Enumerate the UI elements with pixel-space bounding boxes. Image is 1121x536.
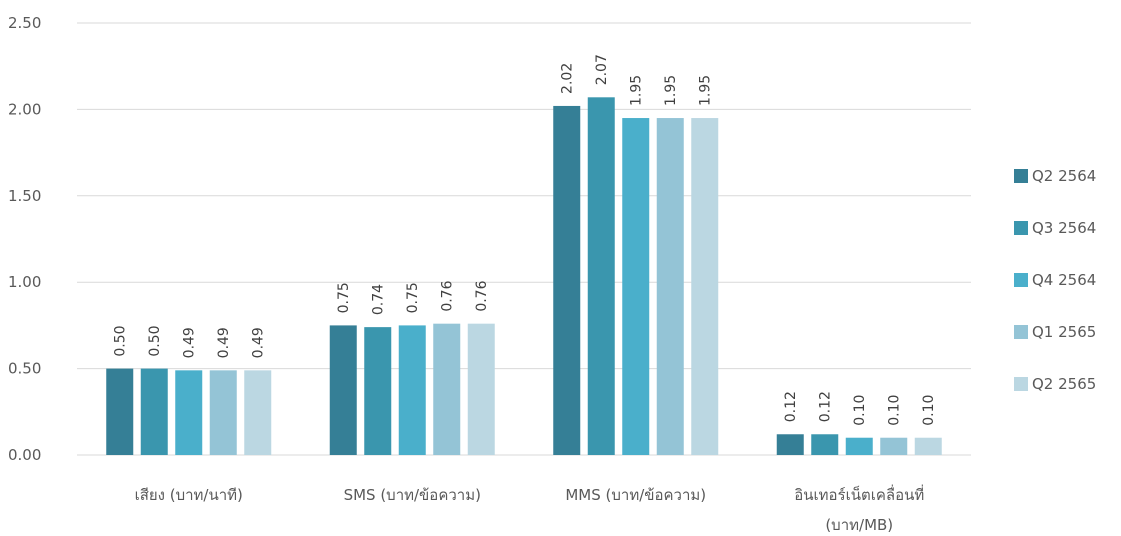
legend-item: Q2 2565 xyxy=(1014,373,1096,395)
bar xyxy=(209,370,237,455)
x-category-label: อินเทอร์เน็ตเคลื่อนที่ xyxy=(794,484,924,504)
legend-label: Q2 2565 xyxy=(1032,375,1097,393)
bar xyxy=(175,370,203,455)
legend-item: Q2 2564 xyxy=(1014,165,1096,187)
y-tick-label: 0.00 xyxy=(8,446,41,464)
bar xyxy=(880,437,908,455)
legend-label: Q2 2564 xyxy=(1032,167,1097,185)
data-label: 0.50 xyxy=(147,325,163,356)
data-label: 0.10 xyxy=(887,395,903,426)
bar xyxy=(329,325,357,455)
bar xyxy=(776,434,804,455)
data-label: 1.95 xyxy=(663,75,679,106)
data-label: 0.50 xyxy=(113,325,129,356)
data-label: 1.95 xyxy=(629,75,645,106)
bar xyxy=(244,370,272,455)
data-label: 0.49 xyxy=(216,327,232,358)
data-label: 0.49 xyxy=(251,327,267,358)
data-label: 0.75 xyxy=(336,282,352,313)
x-category-label: เสียง (บาท/นาที) xyxy=(135,486,243,504)
legend-label: Q3 2564 xyxy=(1032,219,1097,237)
y-tick-label: 1.00 xyxy=(8,273,41,291)
y-tick-label: 1.50 xyxy=(8,187,41,205)
bar xyxy=(140,368,168,455)
bar xyxy=(691,118,719,455)
data-label: 2.02 xyxy=(560,63,576,94)
data-label: 0.10 xyxy=(921,395,937,426)
legend-swatch xyxy=(1014,377,1028,391)
x-category-label: (บาท/MB) xyxy=(825,516,893,534)
bar xyxy=(364,327,392,455)
legend-swatch xyxy=(1014,169,1028,183)
data-label: 0.12 xyxy=(783,391,799,422)
data-label: 0.74 xyxy=(371,284,387,315)
bar xyxy=(106,368,134,455)
x-category-label: MMS (บาท/ข้อความ) xyxy=(565,486,706,504)
data-label: 1.95 xyxy=(698,75,714,106)
y-tick-label: 0.50 xyxy=(8,360,41,378)
y-axis: 0.00 0.50 1.00 1.50 2.00 2.50 xyxy=(8,14,41,464)
data-label: 0.12 xyxy=(818,391,834,422)
data-label: 0.75 xyxy=(405,282,421,313)
legend: Q2 2564 Q3 2564 Q4 2564 Q1 2565 Q2 2565 xyxy=(1014,165,1096,395)
legend-swatch xyxy=(1014,221,1028,235)
bar xyxy=(433,323,461,455)
bar xyxy=(398,325,426,455)
bar xyxy=(914,437,942,455)
bar xyxy=(811,434,839,455)
y-tick-label: 2.00 xyxy=(8,100,41,118)
legend-item: Q3 2564 xyxy=(1014,217,1096,239)
data-label: 0.10 xyxy=(852,395,868,426)
bar xyxy=(587,97,615,455)
bar xyxy=(467,323,495,455)
x-category-label: SMS (บาท/ข้อความ) xyxy=(344,486,481,504)
bars xyxy=(106,97,942,455)
x-axis: เสียง (บาท/นาที) SMS (บาท/ข้อความ) MMS (บา… xyxy=(135,484,925,534)
bar xyxy=(622,118,650,455)
data-label: 0.76 xyxy=(474,280,490,311)
bar xyxy=(553,105,581,455)
data-label: 2.07 xyxy=(594,54,610,85)
data-label: 0.76 xyxy=(440,280,456,311)
y-tick-label: 2.50 xyxy=(8,14,41,32)
bar xyxy=(656,118,684,455)
legend-item: Q4 2564 xyxy=(1014,269,1096,291)
bar xyxy=(845,437,873,455)
legend-swatch xyxy=(1014,273,1028,287)
legend-item: Q1 2565 xyxy=(1014,321,1096,343)
legend-label: Q4 2564 xyxy=(1032,271,1097,289)
data-label: 0.49 xyxy=(182,327,198,358)
legend-swatch xyxy=(1014,325,1028,339)
data-labels: 0.50 0.50 0.49 0.49 0.49 0.75 0.74 0.75 0.76 0.76… xyxy=(113,54,938,426)
legend-label: Q1 2565 xyxy=(1032,323,1097,341)
